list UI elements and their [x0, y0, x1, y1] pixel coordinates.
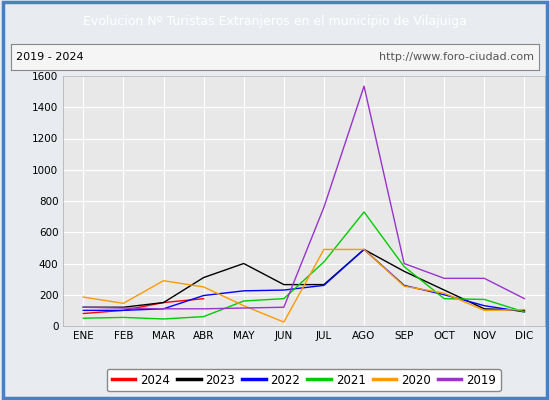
- Text: Evolucion Nº Turistas Extranjeros en el municipio de Vilajuïga: Evolucion Nº Turistas Extranjeros en el …: [83, 15, 467, 28]
- Legend: 2024, 2023, 2022, 2021, 2020, 2019: 2024, 2023, 2022, 2021, 2020, 2019: [107, 369, 501, 391]
- Text: 2019 - 2024: 2019 - 2024: [16, 52, 84, 62]
- Text: http://www.foro-ciudad.com: http://www.foro-ciudad.com: [379, 52, 534, 62]
